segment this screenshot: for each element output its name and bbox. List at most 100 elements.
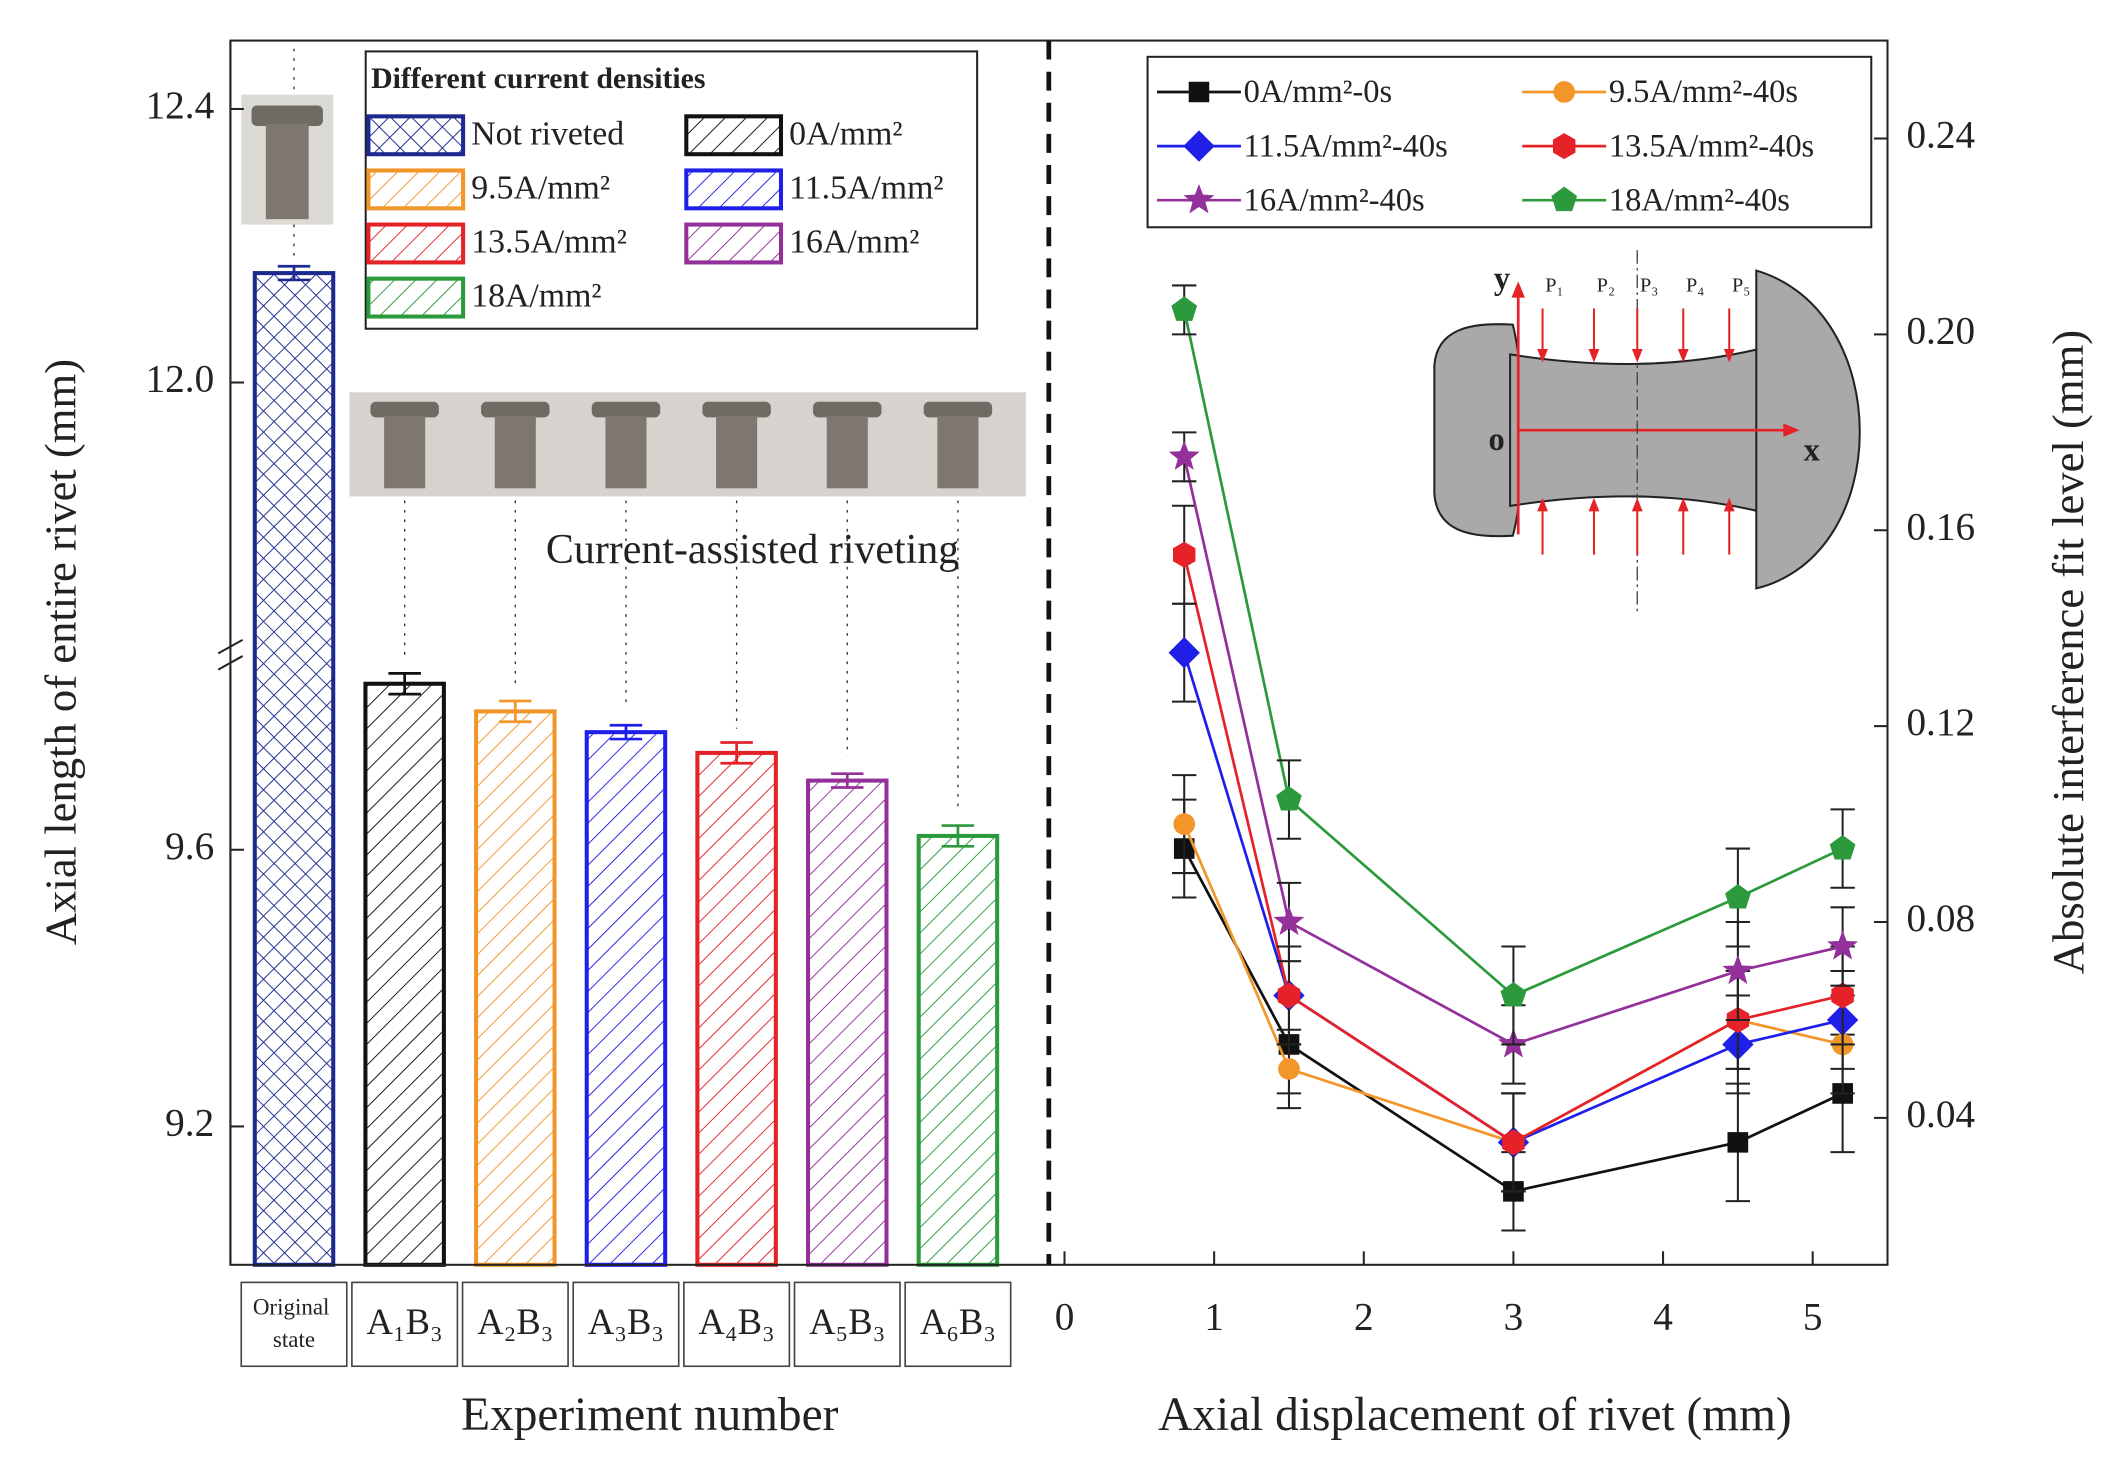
legend-label: 11.5A/mm²-40s (1244, 128, 1448, 164)
legend-label: 0A/mm² (789, 115, 902, 152)
rivet-shank (384, 415, 426, 489)
legend-label: 0A/mm²-0s (1244, 74, 1393, 110)
data-point (1171, 296, 1198, 321)
bar (916, 833, 1000, 1267)
y-tick-label: 0.12 (1906, 701, 1975, 744)
data-point (1173, 541, 1196, 568)
y-tick-label: 0.24 (1906, 114, 1975, 157)
legend-swatch (366, 114, 466, 157)
bar (474, 709, 557, 1267)
legend-swatch (684, 114, 784, 157)
plot-frame (229, 39, 1889, 1266)
photo-riveted (349, 392, 1026, 497)
legend-swatch (366, 168, 466, 211)
legend-label: 18A/mm² (471, 278, 601, 315)
rivet-head (251, 105, 323, 126)
legend-marker (1553, 81, 1576, 103)
legend-label: Not riveted (471, 115, 624, 152)
y-tick-label: 0.08 (1906, 897, 1975, 940)
x-tick-label: 1 (1204, 1295, 1224, 1338)
y-tick-label: 12.0 (146, 358, 215, 401)
legend-marker (1552, 133, 1576, 160)
rivet-shank (265, 123, 309, 220)
category-box (572, 1281, 680, 1368)
data-point (1278, 1058, 1300, 1080)
arrowhead (1537, 497, 1548, 512)
data-point (1829, 835, 1856, 860)
arrowhead (1677, 497, 1689, 512)
legend-label: 13.5A/mm²-40s (1609, 128, 1814, 164)
x-tick-label: 2 (1354, 1295, 1374, 1338)
bar (806, 778, 889, 1267)
data-point (1722, 954, 1754, 985)
data-point (1277, 982, 1301, 1009)
inset-label: x (1804, 433, 1821, 469)
arrowhead (1677, 349, 1689, 363)
annotation: Current-assisted riveting (546, 527, 959, 573)
inset-label: P₃ (1640, 274, 1658, 296)
rivet-shank (494, 415, 536, 489)
arrowhead (1588, 497, 1600, 512)
rivet-head (370, 401, 439, 418)
arrowhead (1631, 497, 1643, 512)
y-tick-label: 0.16 (1906, 505, 1975, 548)
arrowhead (1723, 497, 1735, 512)
arrowhead (1537, 349, 1548, 363)
inset-label: P₄ (1686, 274, 1704, 296)
y-axis-label: Axial length of entire rivet (mm) (36, 359, 86, 945)
y-tick-label: 0.20 (1906, 309, 1975, 352)
rivet-head (813, 401, 882, 418)
bar (252, 271, 336, 1267)
rivet-head (923, 401, 993, 418)
legend-label: 18A/mm²-40s (1609, 182, 1790, 218)
y-tick-label: 12.4 (146, 84, 215, 127)
bar (363, 681, 446, 1267)
arrowhead (1723, 349, 1735, 363)
inset-label: P₂ (1597, 274, 1615, 296)
x-tick-label: A₄B₃ (699, 1301, 775, 1342)
legend-label: 16A/mm²-40s (1244, 182, 1425, 218)
inset-label: y (1494, 261, 1510, 297)
legend-label: 16A/mm² (789, 224, 919, 261)
x-axis-label: Experiment number (461, 1389, 838, 1441)
inset-label: P₅ (1732, 274, 1750, 296)
legend-swatch (366, 276, 466, 319)
legend-swatch (684, 222, 784, 265)
y-axis-label: Absolute interference fit level (mm) (2043, 330, 2093, 974)
legend-title: Different current densities (371, 62, 705, 95)
rivet-head (702, 401, 771, 418)
legend-marker (1551, 186, 1578, 212)
legend-label: 11.5A/mm² (789, 169, 943, 206)
legend-box (1146, 55, 1873, 229)
data-point (1500, 981, 1527, 1007)
data-point (1831, 982, 1854, 1009)
category-box (683, 1281, 791, 1368)
data-point (1168, 636, 1200, 669)
category-box (904, 1281, 1012, 1368)
x-tick-label: 5 (1803, 1295, 1823, 1338)
data-point (1827, 930, 1859, 960)
legend-label: 9.5A/mm² (471, 169, 610, 206)
rivet-head (591, 401, 661, 418)
legend-marker (1188, 81, 1210, 103)
category-box (461, 1281, 569, 1368)
bar (695, 750, 778, 1267)
x-tick-label: A₂B₃ (477, 1301, 553, 1342)
category-box (240, 1281, 348, 1368)
x-tick-label: A₆B₃ (920, 1301, 996, 1342)
x-tick-label: 0 (1055, 1295, 1075, 1338)
legend-swatch (684, 168, 784, 211)
data-point (1502, 1129, 1525, 1156)
x-tick-label: 4 (1653, 1295, 1673, 1338)
data-point (1173, 813, 1196, 835)
rivet-shank (937, 415, 979, 489)
data-point (1725, 884, 1751, 909)
x-tick-label: 3 (1504, 1295, 1524, 1338)
inset-label: P₁ (1545, 274, 1563, 296)
inset-dome (1755, 269, 1861, 590)
arrowhead (1588, 349, 1600, 363)
data-point (1273, 905, 1305, 936)
rivet-shank (716, 415, 758, 489)
y-tick-label: 9.6 (165, 825, 214, 868)
